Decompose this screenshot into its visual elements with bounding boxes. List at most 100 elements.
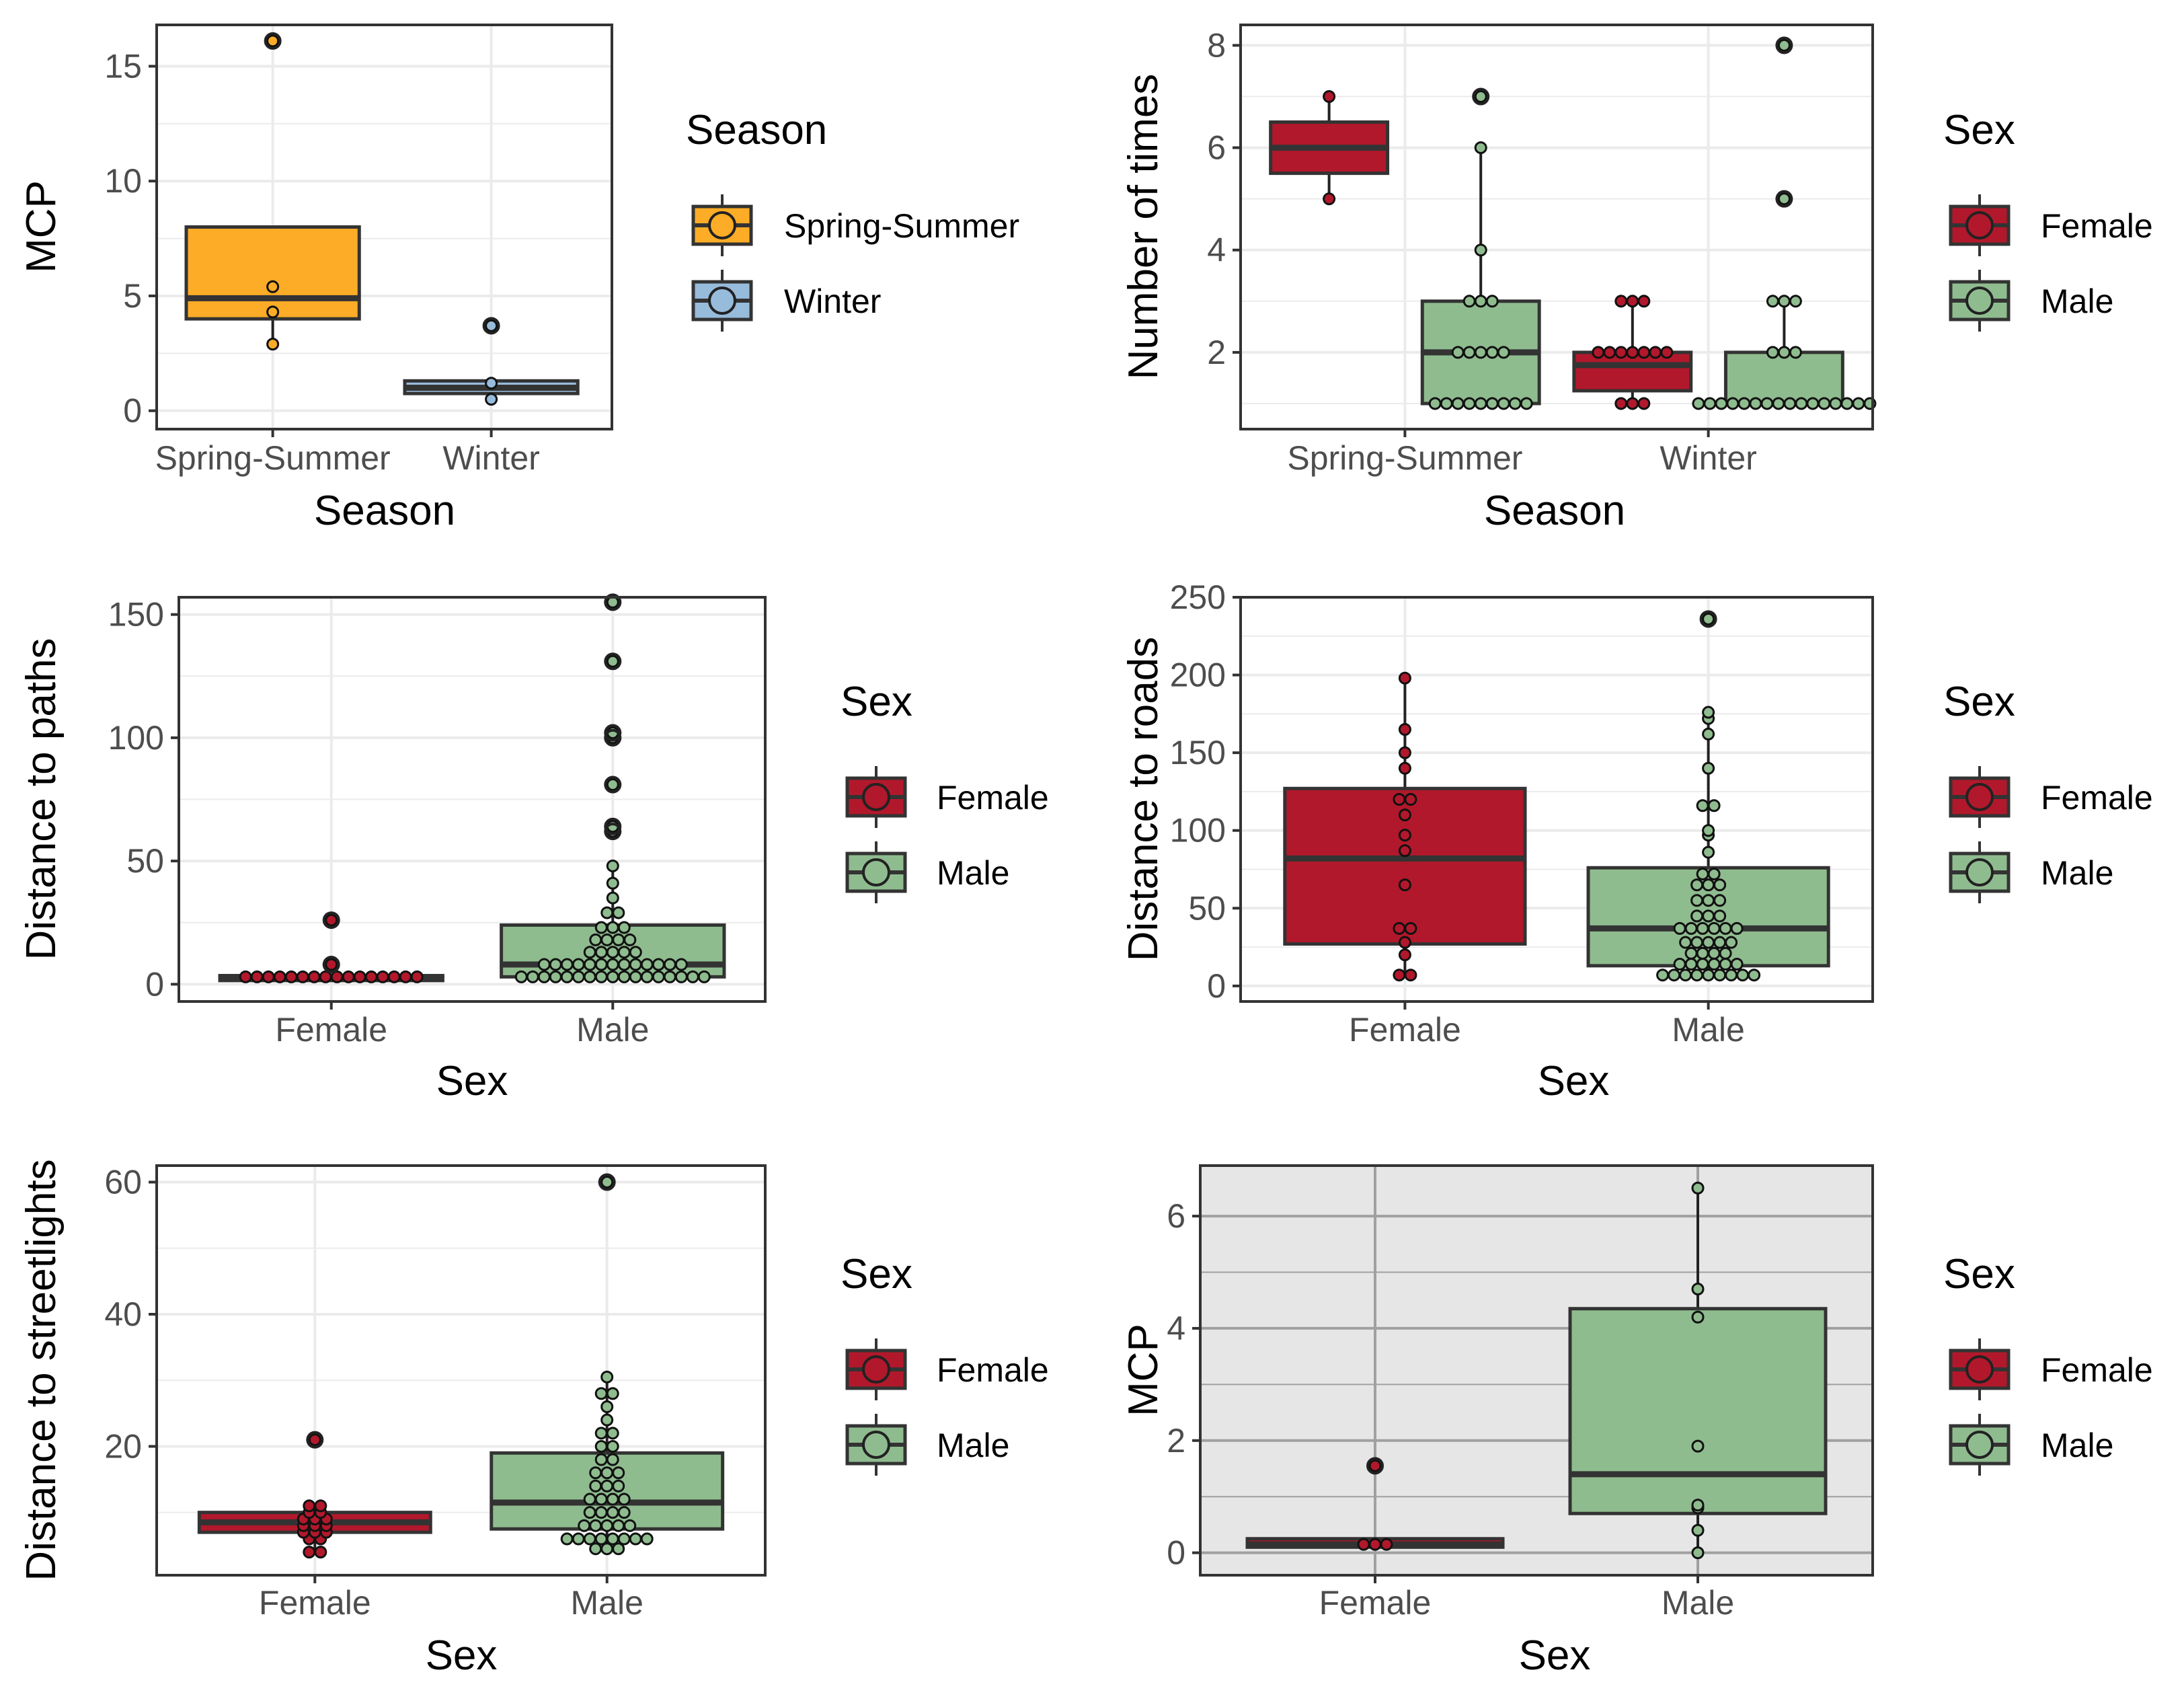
legend-label: Male: [937, 1427, 1009, 1464]
legend-key-point: [1965, 211, 1994, 239]
panel-border: [155, 24, 613, 430]
box-male-point: [589, 933, 602, 946]
x-tick-label: Female: [275, 1011, 387, 1049]
box-male-point: [1707, 946, 1721, 960]
box-winter-male-point: [1703, 397, 1717, 410]
legend: Sex Female Male: [841, 1251, 1049, 1476]
panel-border: [1199, 1164, 1874, 1577]
box-male-point: [623, 1519, 637, 1532]
box-male-point: [560, 958, 574, 971]
legend-label: Winter: [784, 282, 881, 320]
plots-layer: 0 5 10 15 Spring-Summer Winter Season MCP Season…: [18, 24, 2153, 1679]
box-winter-outlier: [482, 317, 500, 335]
box-male-point: [1690, 936, 1704, 949]
box-winter-male-point: [1789, 346, 1802, 359]
chart-p1: 0 5 10 15 Spring-Summer Winter Season MCP Season…: [18, 24, 1019, 534]
box-male-point: [606, 891, 619, 905]
box-male-point: [640, 1532, 654, 1546]
chart-p4: 0 50 100 150 200 250 Female Male Sex Distance to …: [1120, 578, 2153, 1104]
x-tick-label: Male: [571, 1584, 644, 1622]
box-male-point: [600, 1479, 614, 1492]
box-winter-male-point: [1777, 295, 1791, 308]
legend-label: Male: [2041, 1427, 2113, 1464]
box-male-point: [1691, 1439, 1705, 1453]
box-female-outlier: [322, 911, 340, 930]
box-male-point: [1702, 761, 1715, 775]
box-male-point: [1702, 845, 1715, 859]
box-female-point: [1393, 793, 1406, 806]
legend: Season Spring-Summer Winter: [686, 107, 1019, 332]
box-winter-male-point: [1829, 397, 1842, 410]
box-male-point: [606, 1506, 619, 1519]
box-male-point: [1691, 1310, 1705, 1324]
box-male-outlier: [1699, 610, 1717, 628]
y-tick-label: 100: [108, 719, 164, 757]
box-winter-male-point: [1777, 38, 1791, 52]
box-male-point: [1707, 799, 1721, 812]
x-tick-label: Winter: [442, 439, 539, 477]
x-tick-label: Winter: [1660, 439, 1756, 477]
box-male-point: [572, 958, 585, 971]
box-female-point: [1398, 761, 1411, 775]
y-tick-label: 0: [123, 392, 142, 430]
box-male-point: [589, 1479, 602, 1492]
box-male-point: [629, 946, 642, 959]
box-spring-summer-male-point: [1474, 397, 1487, 410]
y-tick-label: 8: [1207, 26, 1226, 64]
box-male-point: [674, 970, 688, 983]
box-male-point: [589, 1519, 602, 1532]
legend-key-point: [1965, 1431, 1994, 1459]
box-female-point: [314, 1499, 327, 1513]
box-winter-male-point: [1806, 397, 1820, 410]
box-male-point: [583, 1492, 596, 1506]
box-female-point: [1393, 969, 1406, 982]
y-tick-label: 50: [1188, 889, 1226, 927]
box-male-point: [560, 1532, 574, 1546]
chart-p3: 0 50 100 150 Female Male Sex Distance to paths S…: [18, 593, 1049, 1104]
box-male-outlier: [604, 652, 622, 671]
box-male-point: [537, 958, 551, 971]
box-male-point: [600, 1466, 614, 1480]
box-male-point: [514, 970, 528, 983]
box-male-outlier: [604, 724, 622, 742]
box-male-point: [652, 958, 665, 971]
box-female-point: [410, 970, 424, 983]
box-male-point: [594, 946, 608, 959]
box-female-point: [1398, 829, 1411, 842]
box-male-point: [617, 946, 631, 959]
box-winter-male-point: [1726, 397, 1740, 410]
box-male-point: [1702, 909, 1715, 923]
box-male-point: [1702, 612, 1715, 626]
box-male-point: [1656, 969, 1670, 982]
box-winter-male-outlier: [1775, 190, 1793, 208]
legend-title: Season: [686, 107, 827, 153]
box-male-point: [617, 958, 631, 971]
box-female-point: [250, 970, 264, 983]
box-winter-female-point: [1614, 397, 1628, 410]
panel-border: [1239, 596, 1874, 1003]
legend: Sex Female Male: [1943, 679, 2153, 903]
box-spring-summer-box: [184, 225, 361, 321]
box-male-point: [600, 933, 614, 946]
box-spring-summer-male-point: [1462, 397, 1476, 410]
box-male-point: [629, 1532, 642, 1546]
box-male-point: [612, 1466, 625, 1480]
box-male-point: [583, 1532, 596, 1546]
box-male-point: [1702, 894, 1715, 907]
box-male-point: [600, 1413, 614, 1427]
y-tick-label: 5: [123, 277, 142, 315]
legend-key-point: [862, 1355, 890, 1384]
box-male-point: [594, 921, 608, 934]
y-tick-label: 10: [104, 162, 142, 200]
box-female-point: [1368, 1538, 1382, 1551]
box-male-point: [674, 958, 688, 971]
box-female-point: [1404, 969, 1417, 982]
box-winter-female-point: [1637, 346, 1651, 359]
box-male-point: [1736, 969, 1750, 982]
x-tick-label: Female: [259, 1584, 371, 1622]
box-female-point: [239, 970, 252, 983]
box-male-point: [606, 778, 619, 792]
box-male-point: [1696, 958, 1709, 971]
box-male-point: [1725, 969, 1738, 982]
box-male-outlier: [604, 728, 622, 747]
